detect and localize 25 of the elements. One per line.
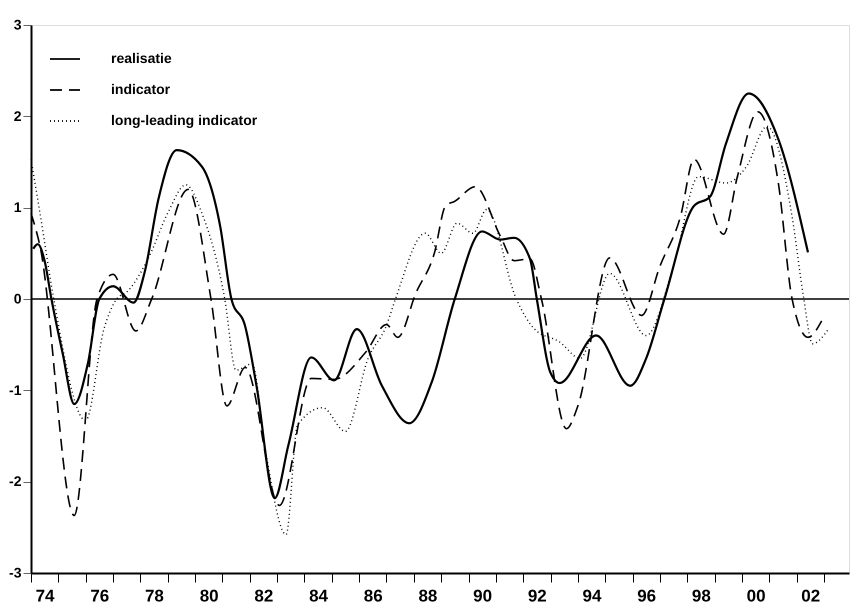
y-tick-label: -2 xyxy=(9,473,22,490)
x-tick-label: 96 xyxy=(637,586,656,604)
y-tick-label: 2 xyxy=(14,108,22,124)
y-tick-label: -3 xyxy=(9,564,22,580)
x-tick-label: 92 xyxy=(528,586,547,604)
x-tick-label: 74 xyxy=(36,586,56,604)
legend-label: realisatie xyxy=(111,50,172,66)
x-tick-label: 82 xyxy=(254,586,274,604)
legend-label: long-leading indicator xyxy=(111,112,258,128)
x-tick-label: 00 xyxy=(746,586,766,604)
x-tick-label: 76 xyxy=(90,586,110,604)
x-tick-label: 84 xyxy=(309,586,329,604)
x-tick-label: 02 xyxy=(801,586,820,604)
y-tick-label: 1 xyxy=(14,199,22,216)
x-tick-label: 94 xyxy=(582,586,602,604)
x-tick-label: 86 xyxy=(364,586,383,604)
y-tick-label: 0 xyxy=(14,290,22,306)
x-tick-label: 80 xyxy=(200,586,219,604)
x-tick-label: 88 xyxy=(418,586,438,604)
y-tick-label: 3 xyxy=(14,16,22,32)
x-tick-label: 98 xyxy=(692,586,711,604)
legend-label: indicator xyxy=(111,81,171,97)
y-tick-label: -1 xyxy=(9,382,22,398)
x-tick-label: 78 xyxy=(144,586,164,604)
x-tick-label: 90 xyxy=(473,586,492,604)
